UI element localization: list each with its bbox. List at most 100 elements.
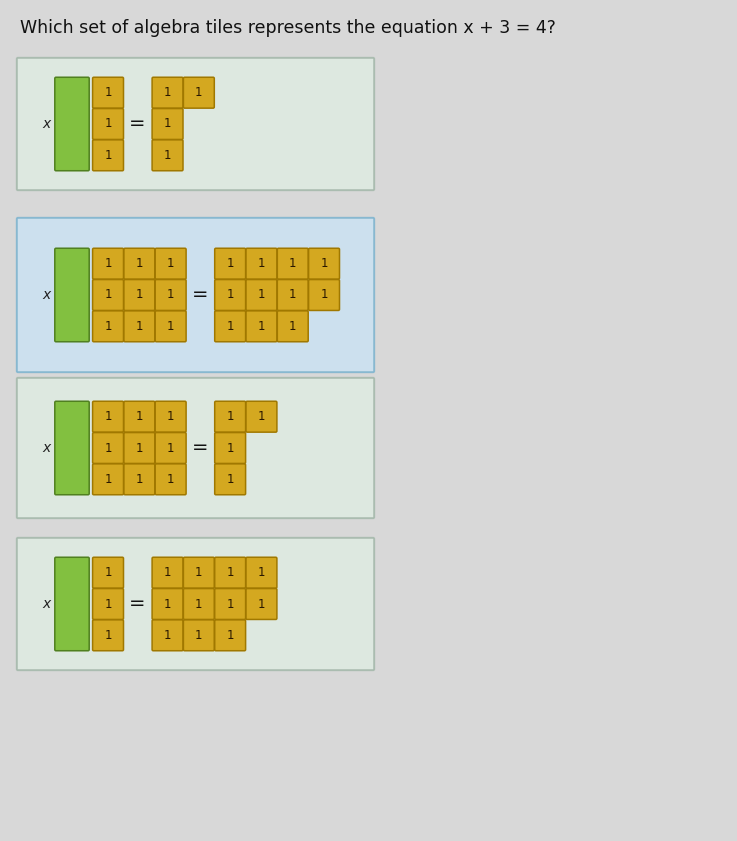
FancyBboxPatch shape — [156, 464, 186, 495]
Text: 1: 1 — [164, 566, 171, 579]
FancyBboxPatch shape — [152, 140, 183, 171]
Text: 1: 1 — [167, 410, 175, 423]
Text: 1: 1 — [164, 149, 171, 161]
Text: 1: 1 — [105, 566, 112, 579]
FancyBboxPatch shape — [124, 311, 155, 341]
Text: x: x — [42, 117, 50, 131]
Text: 1: 1 — [226, 257, 234, 270]
Text: 1: 1 — [105, 629, 112, 642]
FancyBboxPatch shape — [93, 311, 124, 341]
Text: 1: 1 — [164, 118, 171, 130]
FancyBboxPatch shape — [277, 311, 308, 341]
FancyBboxPatch shape — [246, 248, 277, 279]
FancyBboxPatch shape — [214, 401, 245, 432]
Text: 1: 1 — [321, 288, 328, 302]
Text: 1: 1 — [136, 320, 143, 333]
Text: 1: 1 — [105, 597, 112, 611]
FancyBboxPatch shape — [214, 432, 245, 463]
FancyBboxPatch shape — [156, 279, 186, 310]
FancyBboxPatch shape — [55, 77, 89, 171]
FancyBboxPatch shape — [93, 77, 124, 108]
Text: 1: 1 — [226, 473, 234, 486]
Text: x: x — [42, 441, 50, 455]
Text: 1: 1 — [167, 442, 175, 454]
FancyBboxPatch shape — [124, 248, 155, 279]
FancyBboxPatch shape — [17, 378, 374, 518]
Text: Which set of algebra tiles represents the equation x + 3 = 4?: Which set of algebra tiles represents th… — [20, 19, 556, 37]
FancyBboxPatch shape — [184, 77, 214, 108]
FancyBboxPatch shape — [124, 279, 155, 310]
Text: 1: 1 — [226, 566, 234, 579]
Text: 1: 1 — [258, 566, 265, 579]
Text: =: = — [192, 438, 208, 458]
FancyBboxPatch shape — [93, 279, 124, 310]
Text: 1: 1 — [289, 257, 296, 270]
Text: =: = — [129, 114, 145, 134]
FancyBboxPatch shape — [246, 558, 277, 588]
FancyBboxPatch shape — [55, 558, 89, 651]
Text: 1: 1 — [226, 320, 234, 333]
Text: 1: 1 — [105, 473, 112, 486]
FancyBboxPatch shape — [214, 558, 245, 588]
Text: 1: 1 — [105, 410, 112, 423]
Text: 1: 1 — [195, 566, 203, 579]
Text: 1: 1 — [258, 597, 265, 611]
FancyBboxPatch shape — [152, 620, 183, 651]
FancyBboxPatch shape — [214, 620, 245, 651]
Text: 1: 1 — [164, 629, 171, 642]
Text: 1: 1 — [167, 288, 175, 302]
FancyBboxPatch shape — [124, 432, 155, 463]
FancyBboxPatch shape — [246, 401, 277, 432]
FancyBboxPatch shape — [309, 279, 340, 310]
Text: 1: 1 — [105, 149, 112, 161]
FancyBboxPatch shape — [55, 248, 89, 341]
FancyBboxPatch shape — [93, 432, 124, 463]
Text: 1: 1 — [289, 320, 296, 333]
Text: x: x — [42, 597, 50, 611]
FancyBboxPatch shape — [184, 589, 214, 620]
Text: 1: 1 — [226, 597, 234, 611]
Text: 1: 1 — [226, 442, 234, 454]
FancyBboxPatch shape — [214, 279, 245, 310]
Text: 1: 1 — [136, 257, 143, 270]
Text: 1: 1 — [195, 629, 203, 642]
Text: 1: 1 — [105, 288, 112, 302]
Text: 1: 1 — [164, 86, 171, 99]
FancyBboxPatch shape — [156, 311, 186, 341]
Text: 1: 1 — [167, 257, 175, 270]
FancyBboxPatch shape — [93, 248, 124, 279]
Text: 1: 1 — [226, 410, 234, 423]
FancyBboxPatch shape — [152, 589, 183, 620]
FancyBboxPatch shape — [93, 620, 124, 651]
Text: 1: 1 — [258, 410, 265, 423]
FancyBboxPatch shape — [214, 589, 245, 620]
Text: 1: 1 — [195, 86, 203, 99]
FancyBboxPatch shape — [152, 108, 183, 140]
FancyBboxPatch shape — [277, 248, 308, 279]
Text: 1: 1 — [136, 473, 143, 486]
FancyBboxPatch shape — [152, 77, 183, 108]
Text: 1: 1 — [136, 442, 143, 454]
Text: 1: 1 — [289, 288, 296, 302]
FancyBboxPatch shape — [184, 620, 214, 651]
Text: 1: 1 — [105, 86, 112, 99]
FancyBboxPatch shape — [152, 558, 183, 588]
Text: 1: 1 — [105, 320, 112, 333]
FancyBboxPatch shape — [93, 589, 124, 620]
FancyBboxPatch shape — [93, 140, 124, 171]
FancyBboxPatch shape — [17, 58, 374, 190]
FancyBboxPatch shape — [156, 432, 186, 463]
FancyBboxPatch shape — [214, 248, 245, 279]
FancyBboxPatch shape — [246, 589, 277, 620]
FancyBboxPatch shape — [17, 218, 374, 373]
Text: 1: 1 — [105, 442, 112, 454]
Text: 1: 1 — [164, 597, 171, 611]
FancyBboxPatch shape — [93, 464, 124, 495]
FancyBboxPatch shape — [17, 537, 374, 670]
FancyBboxPatch shape — [124, 401, 155, 432]
FancyBboxPatch shape — [309, 248, 340, 279]
Text: 1: 1 — [136, 410, 143, 423]
Text: 1: 1 — [167, 473, 175, 486]
Text: 1: 1 — [167, 320, 175, 333]
Text: x: x — [42, 288, 50, 302]
